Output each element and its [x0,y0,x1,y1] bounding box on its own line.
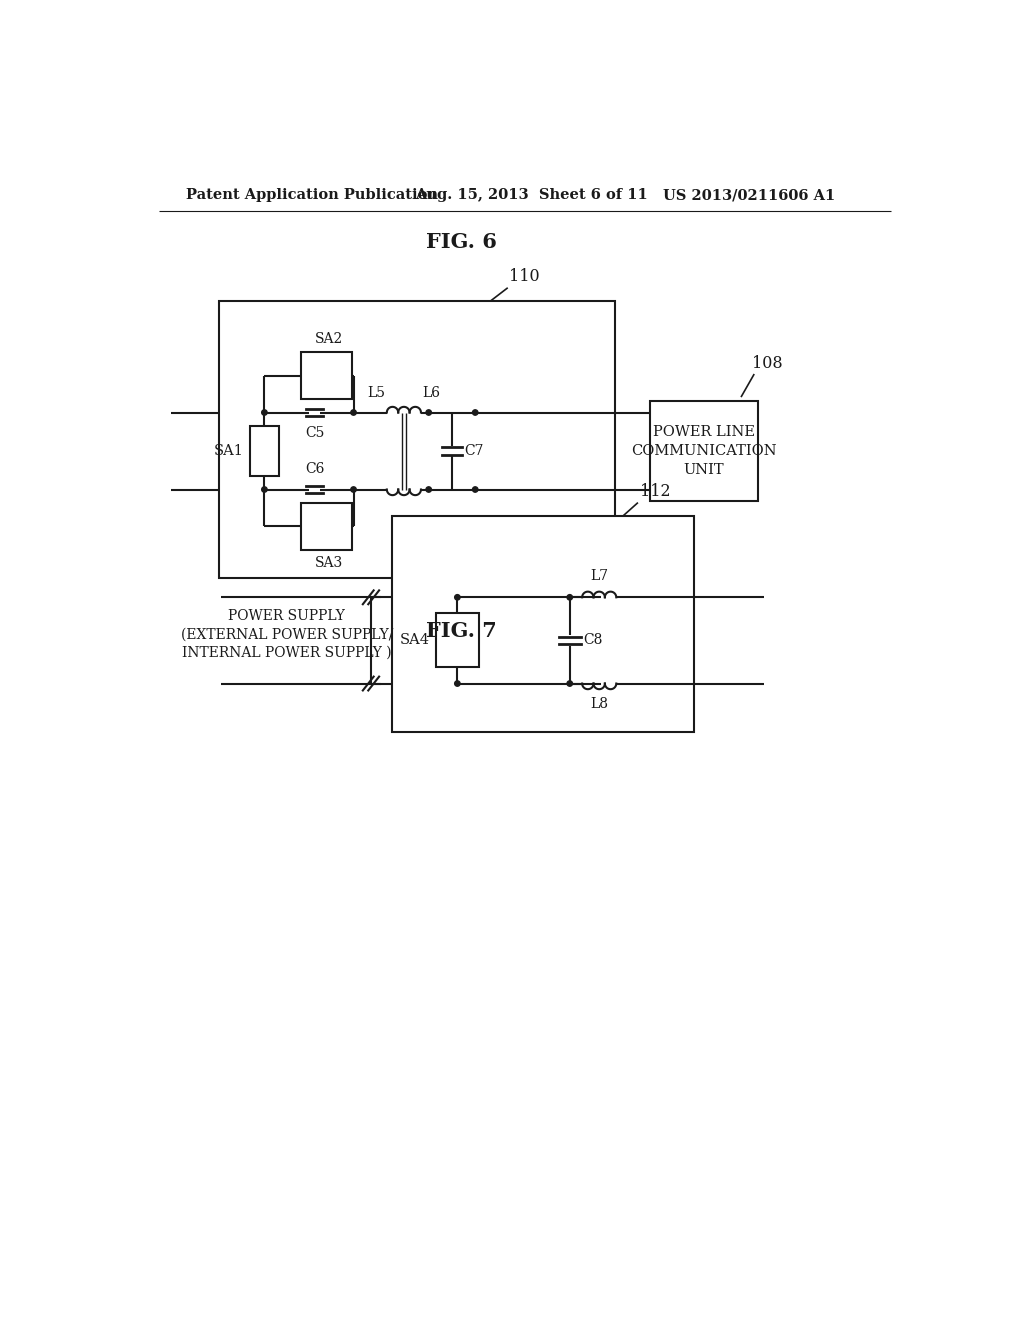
Text: US 2013/0211606 A1: US 2013/0211606 A1 [663,189,835,202]
Circle shape [426,409,431,416]
Circle shape [567,681,572,686]
Circle shape [262,487,267,492]
Text: POWER LINE
COMMUNICATION
UNIT: POWER LINE COMMUNICATION UNIT [631,425,776,478]
Circle shape [455,681,460,686]
Text: L8: L8 [590,697,608,711]
Text: SA1: SA1 [214,444,244,458]
Text: C7: C7 [464,444,484,458]
Text: POWER SUPPLY
(EXTERNAL POWER SUPPLY/
INTERNAL POWER SUPPLY ): POWER SUPPLY (EXTERNAL POWER SUPPLY/ INT… [180,609,393,660]
Bar [301,503,351,549]
Text: L5: L5 [368,387,385,400]
Circle shape [351,409,356,416]
Circle shape [426,487,431,492]
Bar [391,516,693,733]
Text: FIG. 7: FIG. 7 [426,622,497,642]
Text: L6: L6 [423,387,440,400]
Text: Patent Application Publication: Patent Application Publication [186,189,438,202]
Text: SA3: SA3 [314,556,343,570]
Circle shape [567,594,572,601]
Bar [649,401,758,502]
Text: C6: C6 [305,462,325,475]
Text: FIG. 6: FIG. 6 [426,231,497,252]
Text: SA4: SA4 [399,634,430,647]
Circle shape [472,409,478,416]
Text: 108: 108 [752,355,782,372]
Circle shape [472,487,478,492]
Text: SA2: SA2 [314,333,343,346]
Text: 112: 112 [640,483,670,500]
Text: Aug. 15, 2013  Sheet 6 of 11: Aug. 15, 2013 Sheet 6 of 11 [415,189,647,202]
Text: 110: 110 [509,268,540,285]
Circle shape [455,594,460,601]
Bar [301,352,351,399]
Bar [250,426,280,477]
Circle shape [262,409,267,416]
Text: L7: L7 [590,569,608,583]
Bar [219,301,614,578]
Text: C5: C5 [305,426,325,441]
Bar [436,614,478,668]
Circle shape [351,487,356,492]
Text: C8: C8 [584,634,603,647]
